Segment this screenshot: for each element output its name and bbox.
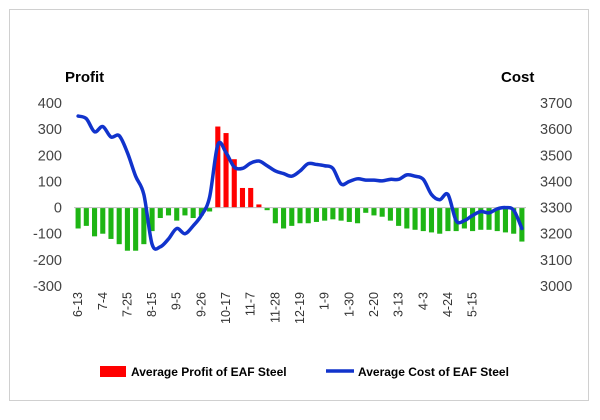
profit-bar xyxy=(239,187,246,208)
left-tick-label: 200 xyxy=(38,148,62,164)
x-tick-label: 7-25 xyxy=(120,292,134,317)
profit-bar xyxy=(108,207,114,239)
profit-bar xyxy=(256,204,262,208)
profit-bar xyxy=(248,187,254,208)
profit-bar xyxy=(470,207,476,232)
left-tick-label: 0 xyxy=(54,201,62,217)
profit-bar xyxy=(330,207,336,220)
right-tick-label: 3700 xyxy=(540,96,572,112)
x-tick-label: 4-3 xyxy=(416,292,430,310)
profit-bar xyxy=(363,207,369,213)
profit-bar xyxy=(486,207,492,230)
profit-bar xyxy=(412,207,418,230)
profit-bar xyxy=(157,207,163,219)
profit-bar xyxy=(338,207,344,221)
x-tick-label: 5-15 xyxy=(466,292,480,317)
profit-bar xyxy=(289,207,295,226)
right-tick-label: 3200 xyxy=(540,227,572,243)
left-tick-label: 100 xyxy=(38,174,62,190)
profit-bar xyxy=(445,207,451,232)
right-tick-label: 3600 xyxy=(540,122,572,138)
profit-bar xyxy=(511,207,517,234)
profit-bar xyxy=(478,207,484,230)
profit-bar xyxy=(313,207,319,222)
profit-bar xyxy=(428,207,435,233)
left-axis-title: Profit xyxy=(65,69,104,86)
x-tick-label: 11-7 xyxy=(244,292,258,316)
right-tick-label: 3500 xyxy=(540,148,572,164)
right-tick-label: 3300 xyxy=(540,201,572,217)
profit-bar xyxy=(198,207,204,216)
profit-bar xyxy=(141,207,147,245)
left-tick-label: -200 xyxy=(33,253,62,269)
x-axis: 6-13 7-4 7-25 8-15 9-5 9-26 10-17 11-7 11-28 12-1… xyxy=(71,292,479,324)
profit-bar xyxy=(182,207,188,216)
profit-bar xyxy=(396,207,402,226)
x-tick-label: 1-30 xyxy=(342,292,356,317)
chart-svg: Profit Cost 400 300 200 100 0 -100 -200 -300 37… xyxy=(33,69,572,379)
right-axis: 3700 3600 3500 3400 3300 3200 3100 3000 xyxy=(540,96,572,295)
profit-bar xyxy=(264,207,270,211)
left-tick-label: -300 xyxy=(33,279,62,295)
x-tick-label: 9-5 xyxy=(170,292,184,310)
profit-bar xyxy=(165,207,172,216)
chart-frame: Profit Cost 400 300 200 100 0 -100 -200 -300 37… xyxy=(9,9,589,401)
profit-bar xyxy=(494,207,500,232)
profit-bar xyxy=(231,159,237,208)
profit-bar xyxy=(322,207,328,221)
profit-bar xyxy=(281,207,287,229)
profit-bar xyxy=(92,207,98,237)
x-tick-label: 6-13 xyxy=(71,292,85,317)
profit-bar xyxy=(124,207,130,251)
x-tick-label: 1-9 xyxy=(318,292,332,310)
profit-bar xyxy=(461,207,467,229)
x-tick-label: 10-17 xyxy=(219,292,233,324)
profit-bar xyxy=(387,207,393,221)
x-tick-label: 9-26 xyxy=(194,292,208,317)
profit-bar xyxy=(346,207,352,222)
right-tick-label: 3100 xyxy=(540,253,572,269)
legend-bar-label: Average Profit of EAF Steel xyxy=(131,365,287,379)
right-axis-title: Cost xyxy=(501,69,534,86)
cost-line xyxy=(76,114,524,251)
profit-bar xyxy=(354,207,361,224)
x-tick-label: 3-13 xyxy=(392,292,406,317)
profit-bar xyxy=(305,207,311,224)
x-tick-label: 12-19 xyxy=(293,292,307,324)
profit-bar xyxy=(272,207,278,224)
profit-bar xyxy=(420,207,426,232)
profit-bar xyxy=(371,207,377,216)
left-tick-label: 300 xyxy=(38,122,62,138)
profit-bar xyxy=(502,207,509,233)
profit-bar xyxy=(404,207,410,229)
right-tick-label: 3000 xyxy=(540,279,572,295)
profit-bar xyxy=(215,126,221,208)
legend: Average Profit of EAF Steel Average Cost… xyxy=(100,365,509,379)
x-tick-label: 7-4 xyxy=(96,292,110,310)
left-tick-label: -100 xyxy=(33,227,62,243)
profit-bar xyxy=(297,207,303,224)
left-axis: 400 300 200 100 0 -100 -200 -300 xyxy=(33,96,62,295)
profit-bar xyxy=(100,207,106,234)
left-tick-label: 400 xyxy=(38,96,62,112)
profit-bar xyxy=(379,207,385,217)
x-tick-label: 11-28 xyxy=(268,292,282,323)
profit-bar xyxy=(116,207,122,245)
x-tick-label: 8-15 xyxy=(145,292,159,317)
profit-bar xyxy=(133,207,139,251)
x-tick-label: 4-24 xyxy=(441,292,455,317)
profit-bar xyxy=(149,207,155,232)
x-tick-label: 2-20 xyxy=(367,292,381,317)
profit-bar xyxy=(83,207,89,226)
profit-bar xyxy=(207,207,213,212)
profit-bar xyxy=(75,207,81,229)
profit-bar xyxy=(437,207,443,234)
legend-line-label: Average Cost of EAF Steel xyxy=(358,365,509,379)
profit-bar xyxy=(190,207,196,219)
legend-bar-swatch xyxy=(100,366,126,377)
profit-bar xyxy=(174,207,180,221)
profit-bar xyxy=(223,133,229,208)
right-tick-label: 3400 xyxy=(540,174,572,190)
